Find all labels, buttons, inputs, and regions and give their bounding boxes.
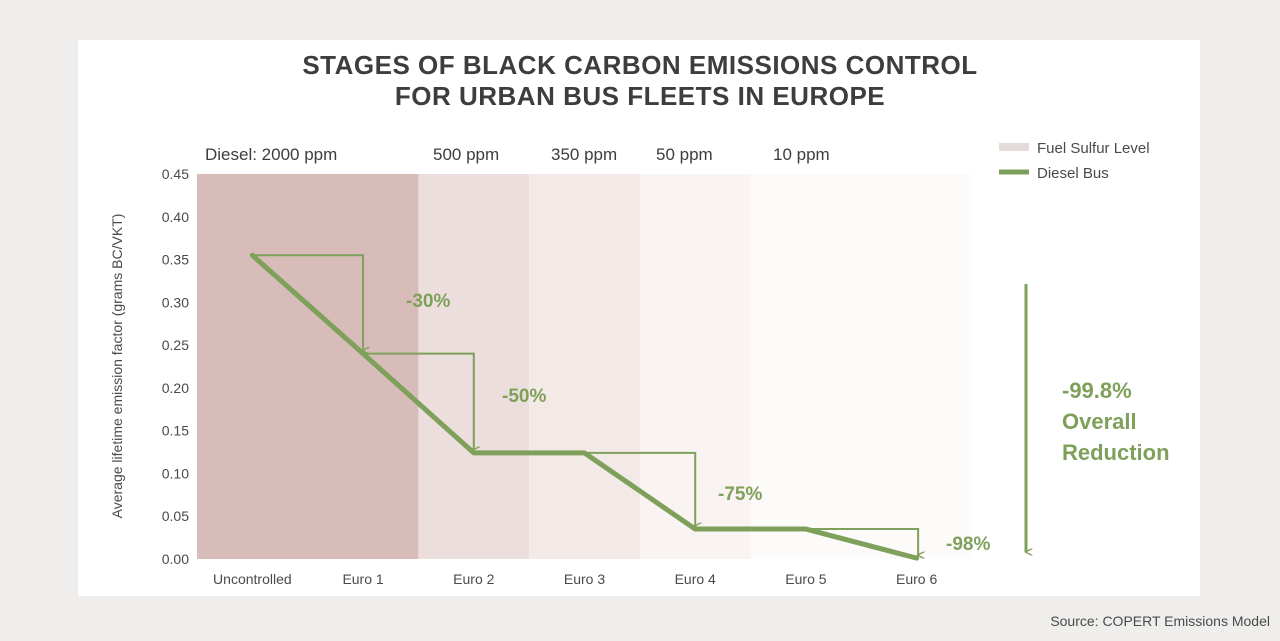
y-tick-label: 0.40 bbox=[162, 209, 189, 225]
legend-swatch-fuel-sulfur bbox=[999, 143, 1029, 151]
y-tick-label: 0.35 bbox=[162, 252, 189, 268]
reduction-label: -30% bbox=[406, 291, 450, 312]
sulfur-band-label: 10 ppm bbox=[773, 145, 830, 164]
legend-label-fuel-sulfur: Fuel Sulfur Level bbox=[1037, 140, 1150, 157]
reduction-label: -98% bbox=[946, 534, 990, 555]
y-axis-label: Average lifetime emission factor (grams … bbox=[109, 214, 125, 519]
y-tick-label: 0.30 bbox=[162, 294, 189, 310]
x-tick-label: Euro 4 bbox=[675, 571, 716, 587]
sulfur-band-0 bbox=[197, 174, 419, 559]
chart-title: STAGES OF BLACK CARBON EMISSIONS CONTROL… bbox=[0, 50, 1280, 112]
reduction-arrow bbox=[584, 451, 696, 526]
reduction-arrow bbox=[252, 254, 363, 350]
y-tick-label: 0.20 bbox=[162, 380, 189, 396]
reduction-label: -50% bbox=[502, 386, 546, 407]
overall-reduction-text: Reduction bbox=[1062, 440, 1170, 465]
sulfur-band-label: 350 ppm bbox=[551, 145, 617, 164]
overall-reduction-text: -99.8% bbox=[1062, 378, 1132, 403]
sulfur-band-label: Diesel: 2000 ppm bbox=[205, 145, 337, 164]
sulfur-band-4 bbox=[750, 174, 972, 559]
y-tick-label: 0.45 bbox=[162, 166, 189, 182]
y-tick-label: 0.10 bbox=[162, 465, 189, 481]
source-note: Source: COPERT Emissions Model bbox=[1050, 613, 1270, 629]
chart-title-line-1: STAGES OF BLACK CARBON EMISSIONS CONTROL bbox=[302, 50, 978, 80]
reduction-label: -75% bbox=[718, 484, 762, 505]
chart-title-line-2: FOR URBAN BUS FLEETS IN EUROPE bbox=[394, 81, 886, 111]
x-tick-label: Euro 5 bbox=[785, 571, 826, 587]
x-tick-label: Euro 6 bbox=[896, 571, 937, 587]
y-tick-label: 0.05 bbox=[162, 508, 189, 524]
x-tick-label: Euro 3 bbox=[564, 571, 605, 587]
reduction-arrow bbox=[363, 352, 474, 450]
y-tick-label: 0.25 bbox=[162, 337, 189, 353]
overall-reduction-text: Overall bbox=[1062, 409, 1137, 434]
sulfur-band-label: 500 ppm bbox=[433, 145, 499, 164]
x-tick-label: Euro 2 bbox=[453, 571, 494, 587]
legend-label-diesel-bus: Diesel Bus bbox=[1037, 165, 1109, 182]
x-tick-label: Uncontrolled bbox=[213, 571, 292, 587]
x-tick-label: Euro 1 bbox=[342, 571, 383, 587]
y-tick-label: 0.00 bbox=[162, 551, 189, 567]
y-tick-label: 0.15 bbox=[162, 423, 189, 439]
reduction-arrow bbox=[805, 528, 918, 555]
sulfur-band-label: 50 ppm bbox=[656, 145, 713, 164]
sulfur-band-2 bbox=[529, 174, 640, 559]
